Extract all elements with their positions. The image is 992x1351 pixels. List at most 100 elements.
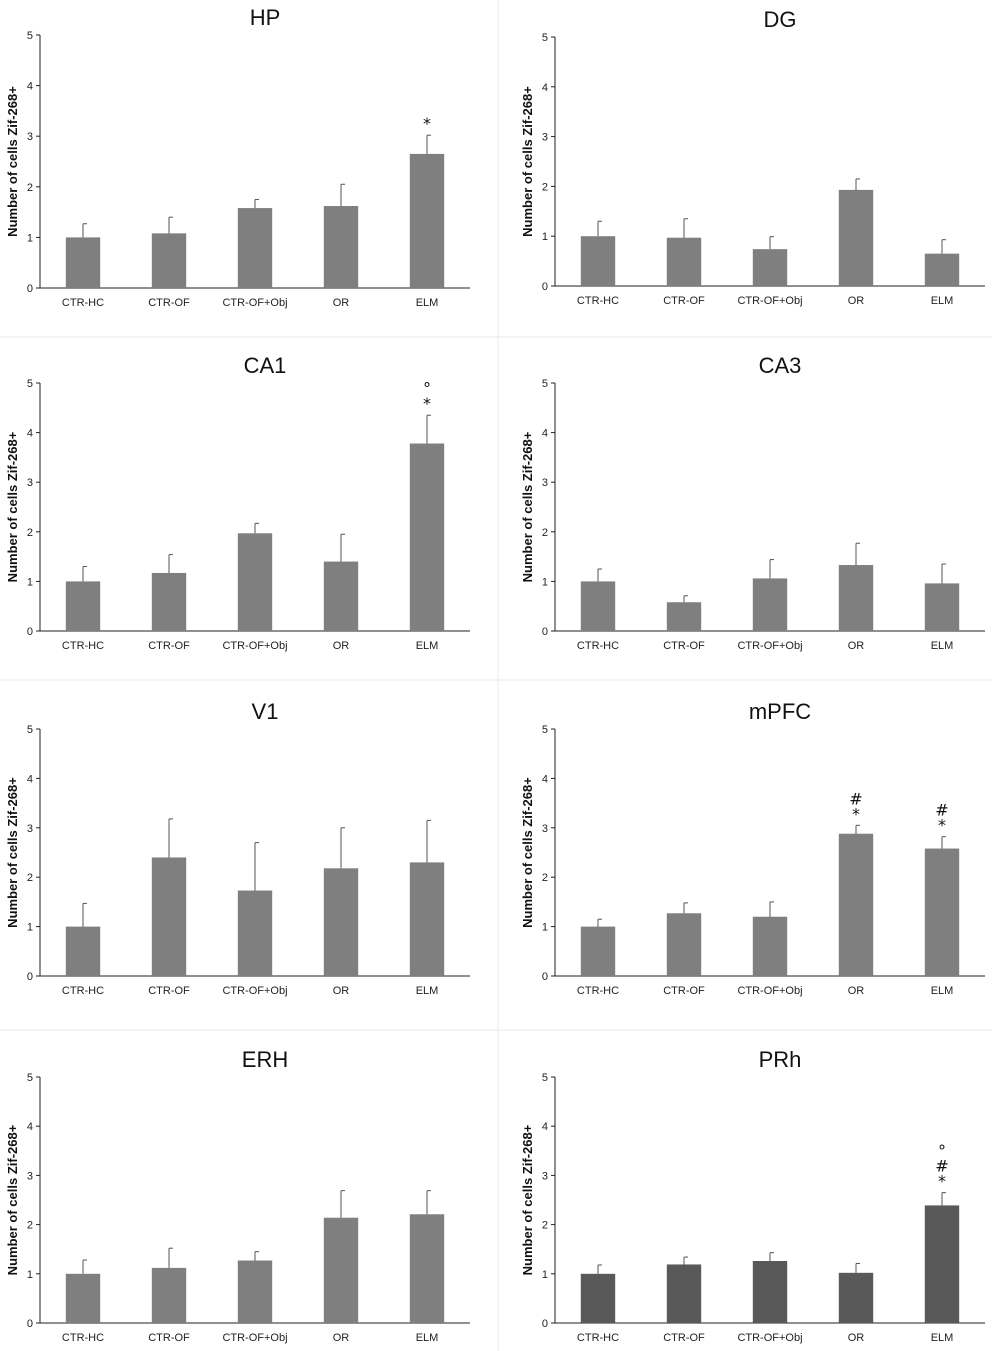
chart-title: mPFC	[749, 699, 811, 724]
chart-title: ERH	[242, 1047, 288, 1072]
bar-ctr-of-obj	[752, 249, 788, 286]
x-tick-label: CTR-HC	[62, 640, 104, 652]
chart-panel-erh: 0 1 2 3 4 5 Number of cells Zif-268+ ERH CTR-HC C…	[5, 1047, 470, 1344]
bar-ctr-of	[666, 237, 702, 286]
chart-panel-prh: 0 1 2 3 4 5 Number of cells Zif-268+ PRh CTR-HC C…	[520, 1047, 985, 1344]
y-tick-label: 3	[27, 477, 33, 489]
bar-ctr-hc	[65, 581, 101, 631]
chart-title: V1	[252, 699, 279, 724]
bar-or	[323, 1217, 359, 1323]
y-tick-label: 1	[542, 231, 548, 243]
x-tick-label: OR	[333, 985, 350, 997]
significance-marker: #	[849, 789, 862, 808]
bar-ctr-hc	[580, 1273, 616, 1323]
chart-panel-ca3: 0 1 2 3 4 5 Number of cells Zif-268+ CA3 CTR-HC C…	[520, 353, 985, 652]
chart-title: PRh	[759, 1047, 802, 1072]
y-axis-label: Number of cells Zif-268+	[520, 86, 535, 237]
y-axis-label: Number of cells Zif-268+	[5, 777, 20, 928]
significance-marker: *	[938, 1172, 946, 1191]
bar-ctr-of-obj	[237, 533, 273, 631]
chart-panel-hp: 0 1 2 3 4 5 Number of cells Zif-268+ HP CTR-HC CT…	[5, 5, 470, 309]
y-axis-label: Number of cells Zif-268+	[5, 86, 20, 237]
x-tick-label: OR	[848, 640, 865, 652]
x-tick-label: CTR-HC	[62, 985, 104, 997]
significance-marker: *	[852, 804, 860, 823]
bar-elm	[409, 153, 445, 288]
chart-title: HP	[250, 5, 281, 30]
x-tick-label: ELM	[931, 640, 954, 652]
x-tick-label: CTR-OF	[663, 1332, 705, 1344]
x-tick-label: ELM	[416, 1332, 439, 1344]
chart-panel-v1: 0 1 2 3 4 5 Number of cells Zif-268+ V1 CTR-HC CT…	[5, 699, 470, 997]
y-tick-label: 3	[542, 1170, 548, 1182]
y-tick-label: 1	[542, 1269, 548, 1281]
x-tick-label: ELM	[416, 985, 439, 997]
significance-marker: *	[938, 816, 946, 835]
x-tick-label: CTR-OF	[148, 1332, 190, 1344]
y-tick-label: 3	[27, 1170, 33, 1182]
y-axis-label: Number of cells Zif-268+	[520, 777, 535, 928]
y-tick-label: 5	[27, 724, 33, 736]
y-tick-label: 2	[27, 527, 33, 539]
bar-or	[323, 868, 359, 976]
bar-or	[323, 561, 359, 631]
y-tick-label: 0	[27, 971, 33, 983]
x-tick-label: CTR-OF+Obj	[737, 640, 802, 652]
bar-ctr-hc	[580, 926, 616, 976]
x-tick-label: CTR-OF	[148, 297, 190, 309]
significance-marker: °	[423, 379, 431, 398]
bar-ctr-of-obj	[752, 916, 788, 976]
bar-ctr-of	[666, 913, 702, 976]
significance-marker: °	[938, 1142, 946, 1161]
x-tick-label: CTR-HC	[62, 1332, 104, 1344]
y-tick-label: 5	[542, 378, 548, 390]
bar-or	[838, 189, 874, 286]
bar-ctr-hc	[65, 237, 101, 288]
bar-ctr-of	[666, 602, 702, 631]
y-tick-label: 1	[27, 576, 33, 588]
bar-ctr-of-obj	[237, 890, 273, 976]
x-tick-label: CTR-OF	[148, 640, 190, 652]
x-tick-label: ELM	[416, 640, 439, 652]
y-tick-label: 3	[542, 132, 548, 144]
x-tick-label: OR	[848, 985, 865, 997]
y-tick-label: 4	[27, 1121, 33, 1133]
y-tick-label: 4	[542, 82, 548, 94]
y-axis-label: Number of cells Zif-268+	[520, 1124, 535, 1275]
y-tick-label: 4	[542, 1121, 548, 1133]
x-tick-label: OR	[333, 297, 350, 309]
x-tick-label: CTR-OF+Obj	[737, 295, 802, 307]
x-tick-label: ELM	[416, 297, 439, 309]
x-tick-label: CTR-OF+Obj	[222, 297, 287, 309]
bar-or	[838, 565, 874, 631]
y-tick-label: 0	[27, 626, 33, 638]
y-tick-label: 4	[542, 428, 548, 440]
y-tick-label: 4	[27, 81, 33, 93]
x-tick-label: CTR-OF	[663, 985, 705, 997]
y-tick-label: 1	[542, 922, 548, 934]
bar-elm	[924, 253, 960, 286]
x-tick-label: OR	[333, 1332, 350, 1344]
bar-elm	[409, 443, 445, 631]
chart-title: CA3	[759, 353, 802, 378]
x-tick-label: CTR-OF+Obj	[222, 985, 287, 997]
x-tick-label: OR	[848, 295, 865, 307]
bar-ctr-hc	[65, 926, 101, 976]
y-tick-label: 0	[542, 1318, 548, 1330]
y-tick-label: 5	[27, 30, 33, 42]
bar-elm	[924, 848, 960, 976]
y-tick-label: 0	[542, 971, 548, 983]
chart-title: CA1	[244, 353, 287, 378]
bar-or	[323, 206, 359, 288]
y-tick-label: 0	[542, 626, 548, 638]
x-tick-label: CTR-OF	[148, 985, 190, 997]
y-tick-label: 3	[27, 131, 33, 143]
x-tick-label: CTR-HC	[577, 295, 619, 307]
bar-elm	[409, 1214, 445, 1323]
y-tick-label: 2	[542, 872, 548, 884]
y-tick-label: 0	[542, 281, 548, 293]
x-tick-label: CTR-HC	[577, 1332, 619, 1344]
y-tick-label: 2	[542, 181, 548, 193]
y-tick-label: 5	[542, 724, 548, 736]
x-tick-label: CTR-OF+Obj	[222, 1332, 287, 1344]
